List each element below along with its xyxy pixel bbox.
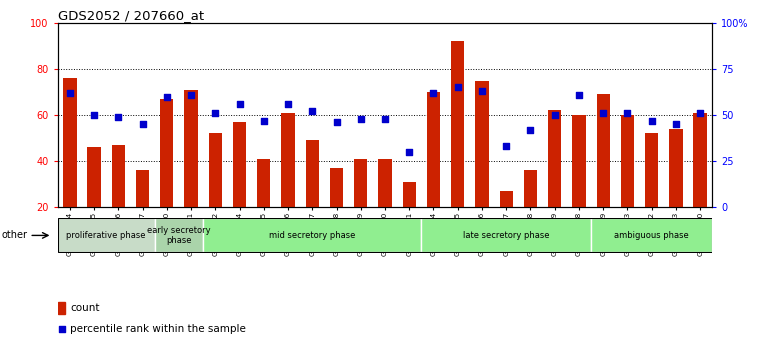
Bar xyxy=(88,147,101,207)
Text: percentile rank within the sample: percentile rank within the sample xyxy=(70,324,246,334)
Point xyxy=(355,116,367,121)
Bar xyxy=(155,218,203,252)
Point xyxy=(112,114,125,120)
Text: mid secretory phase: mid secretory phase xyxy=(269,231,356,240)
Point xyxy=(548,112,561,118)
Bar xyxy=(58,218,155,252)
Bar xyxy=(160,99,173,207)
Bar xyxy=(548,110,561,207)
Point xyxy=(476,88,488,94)
Bar xyxy=(475,80,489,207)
Point xyxy=(209,110,222,116)
Point xyxy=(621,110,634,116)
Point xyxy=(451,85,464,90)
Text: ambiguous phase: ambiguous phase xyxy=(614,231,689,240)
Text: count: count xyxy=(70,303,99,313)
Bar xyxy=(209,133,222,207)
Bar xyxy=(591,218,712,252)
Point xyxy=(258,118,270,124)
Point xyxy=(597,110,609,116)
Text: GDS2052 / 207660_at: GDS2052 / 207660_at xyxy=(58,9,204,22)
Point xyxy=(524,127,537,133)
Point xyxy=(161,94,173,99)
Point xyxy=(670,121,682,127)
Point xyxy=(306,109,319,114)
Point xyxy=(573,92,585,98)
Bar xyxy=(572,115,586,207)
Text: late secretory phase: late secretory phase xyxy=(463,231,550,240)
Point xyxy=(330,120,343,125)
Bar xyxy=(694,113,707,207)
Point xyxy=(64,90,76,96)
Point xyxy=(427,90,440,96)
Bar xyxy=(184,90,198,207)
Point xyxy=(88,112,100,118)
Text: other: other xyxy=(2,230,28,240)
Bar xyxy=(378,159,392,207)
Point xyxy=(403,149,415,155)
Point xyxy=(694,110,706,116)
Point xyxy=(500,143,512,149)
Bar xyxy=(645,133,658,207)
Bar xyxy=(669,129,682,207)
Bar xyxy=(421,218,591,252)
Bar xyxy=(403,182,416,207)
Bar xyxy=(330,168,343,207)
Bar xyxy=(524,170,537,207)
Point xyxy=(645,118,658,124)
Point xyxy=(233,101,246,107)
Bar xyxy=(112,145,125,207)
Point xyxy=(55,326,68,332)
Bar xyxy=(451,41,464,207)
Bar xyxy=(58,302,65,314)
Bar xyxy=(136,170,149,207)
Bar xyxy=(63,78,76,207)
Point xyxy=(136,121,149,127)
Bar xyxy=(621,115,634,207)
Bar xyxy=(354,159,367,207)
Bar xyxy=(306,140,319,207)
Bar xyxy=(427,92,440,207)
Bar xyxy=(281,113,295,207)
Bar xyxy=(597,95,610,207)
Text: early secretory
phase: early secretory phase xyxy=(147,226,211,245)
Point xyxy=(379,116,391,121)
Text: proliferative phase: proliferative phase xyxy=(66,231,146,240)
Bar xyxy=(233,122,246,207)
Point xyxy=(282,101,294,107)
Point xyxy=(185,92,197,98)
Bar xyxy=(500,191,513,207)
Bar xyxy=(257,159,270,207)
Bar xyxy=(203,218,421,252)
